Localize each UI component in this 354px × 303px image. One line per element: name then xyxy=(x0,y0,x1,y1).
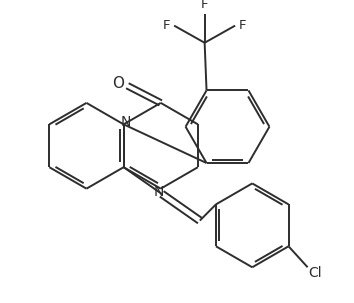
Text: F: F xyxy=(201,0,209,11)
Text: F: F xyxy=(239,19,246,32)
Text: F: F xyxy=(163,19,170,32)
Text: Cl: Cl xyxy=(308,266,322,280)
Text: N: N xyxy=(120,115,131,129)
Text: N: N xyxy=(154,185,164,199)
Text: O: O xyxy=(112,76,124,91)
